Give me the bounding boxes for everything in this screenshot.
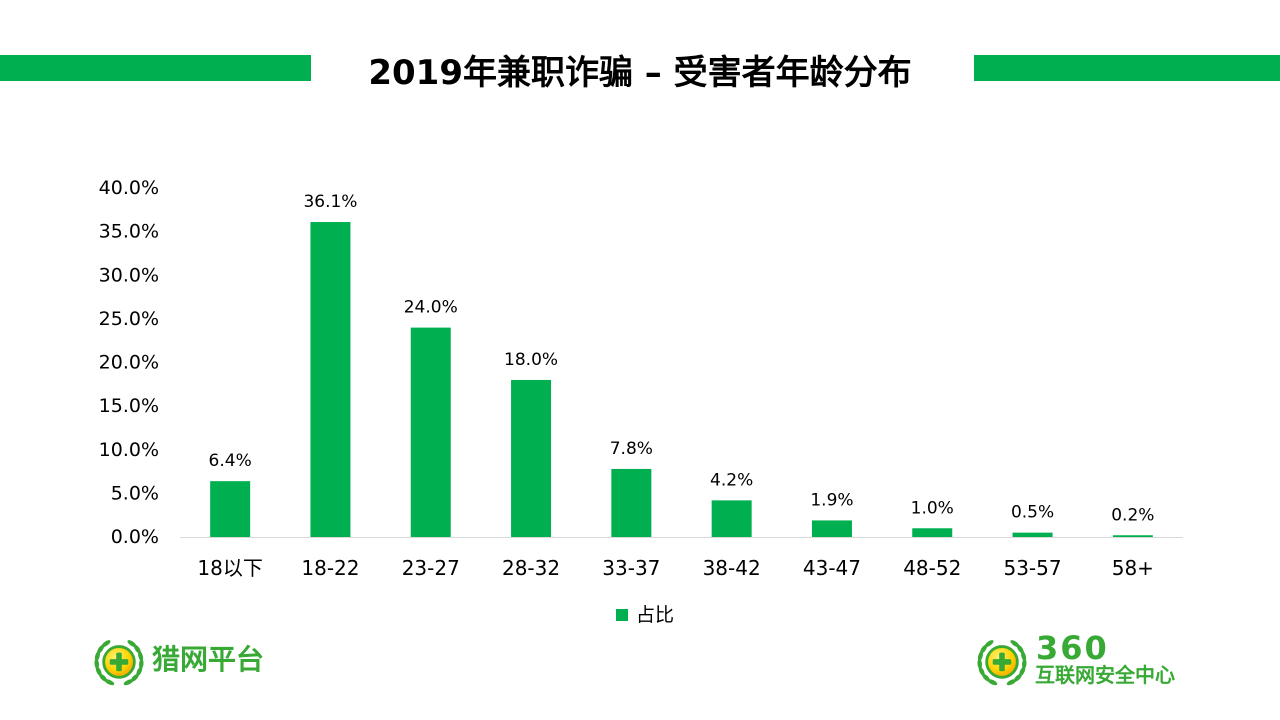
x-tick-label: 33-37 (602, 556, 660, 580)
x-tick-label: 58+ (1112, 556, 1154, 580)
data-label: 1.0% (911, 498, 954, 518)
x-tick-label: 28-32 (502, 556, 560, 580)
x-tick-label: 43-47 (803, 556, 861, 580)
x-tick-label: 18-22 (301, 556, 359, 580)
x-tick-label: 48-52 (903, 556, 961, 580)
y-tick-label: 25.0% (99, 308, 159, 330)
x-tick-label: 18以下 (197, 556, 262, 580)
y-tick-label: 20.0% (99, 352, 159, 374)
data-label: 7.8% (610, 439, 653, 459)
data-label: 24.0% (404, 298, 458, 318)
y-tick-label: 0.0% (111, 526, 159, 548)
y-tick-label: 10.0% (99, 439, 159, 461)
data-label: 1.9% (810, 490, 853, 510)
data-label: 0.5% (1011, 503, 1054, 523)
bar (811, 520, 852, 537)
chart-legend: 占比 (616, 603, 674, 627)
legend-label: 占比 (636, 604, 675, 626)
header-band-left (0, 55, 311, 81)
bar (310, 222, 351, 537)
data-label: 18.0% (504, 350, 558, 370)
bar-chart: 0.0% 5.0% 10.0% 15.0% 20.0% 25.0% 30.0% 35.0% 40… (99, 177, 1183, 580)
data-label: 0.2% (1111, 505, 1154, 525)
data-label: 6.4% (209, 451, 252, 471)
bar (1012, 532, 1053, 537)
x-tick-label: 38-42 (703, 556, 761, 580)
logo-brand-360: 360 (1036, 629, 1109, 667)
bar (611, 468, 652, 537)
bar (511, 379, 552, 537)
logo-text-lieway: 猎网平台 (152, 643, 265, 676)
x-tick-label: 53-57 (1003, 556, 1061, 580)
bar (912, 528, 953, 537)
y-tick-label: 30.0% (99, 264, 159, 286)
data-label: 4.2% (710, 470, 753, 490)
bar (410, 327, 451, 537)
laurel-emblem-icon (975, 637, 1029, 688)
bar (210, 481, 251, 537)
legend-swatch (616, 609, 628, 621)
data-label: 36.1% (303, 192, 357, 212)
y-tick-label: 5.0% (111, 482, 159, 504)
y-tick-label: 40.0% (99, 177, 159, 199)
slide-title: 2019年兼职诈骗 – 受害者年龄分布 (368, 53, 912, 93)
laurel-emblem-icon (92, 637, 146, 688)
header-band-right (974, 55, 1280, 81)
y-tick-label: 35.0% (99, 221, 159, 243)
x-tick-label: 23-27 (402, 556, 460, 580)
bar (711, 500, 752, 537)
y-tick-label: 15.0% (99, 395, 159, 417)
bar (1112, 535, 1153, 537)
logo-text-security-center: 互联网安全中心 (1035, 663, 1175, 687)
